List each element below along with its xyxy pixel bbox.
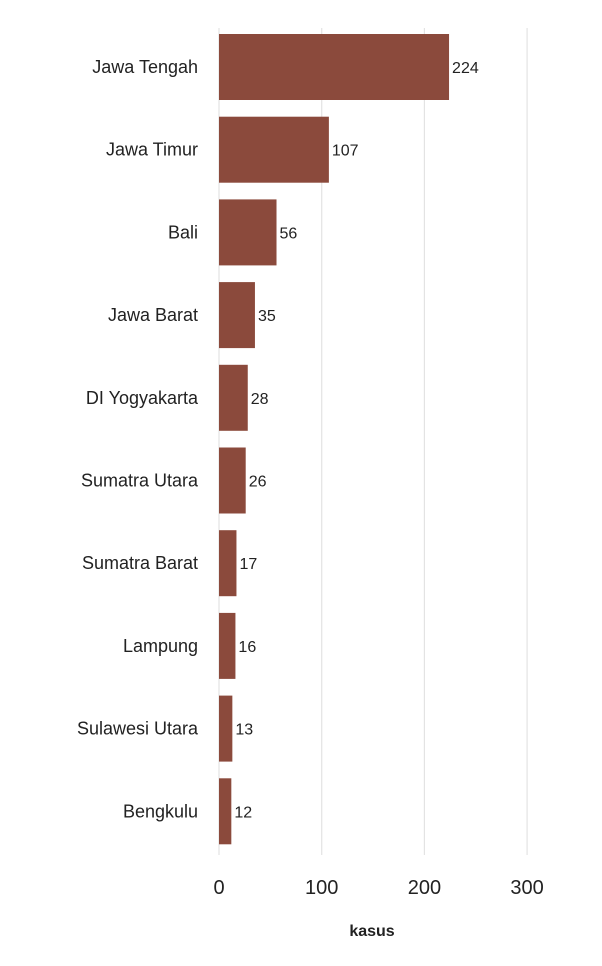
category-label: DI Yogyakarta	[86, 388, 199, 408]
data-label: 13	[235, 722, 253, 739]
bar	[219, 447, 246, 514]
bar	[219, 695, 233, 762]
data-labels: 224 107 56 35 28 26 17 16 13 12	[234, 60, 479, 821]
category-labels: Jawa Tengah Jawa Timur Bali Jawa Barat DI Yo…	[77, 57, 199, 821]
x-tick-label: 100	[305, 877, 338, 899]
data-label: 107	[332, 143, 359, 160]
x-tick-label: 300	[510, 877, 543, 899]
category-label: Lampung	[123, 636, 198, 656]
bar	[219, 282, 255, 349]
bar	[219, 364, 248, 431]
bar	[219, 116, 329, 183]
category-label: Jawa Tengah	[92, 57, 198, 77]
bars	[219, 34, 450, 845]
category-label: Sumatra Barat	[82, 553, 198, 573]
data-label: 17	[239, 556, 257, 573]
category-label: Sulawesi Utara	[77, 719, 199, 739]
x-axis-title: kasus	[349, 923, 394, 940]
category-label: Bali	[168, 222, 198, 242]
data-label: 56	[280, 225, 298, 242]
category-label: Jawa Barat	[108, 305, 198, 325]
bar	[219, 530, 237, 597]
bar	[219, 34, 450, 100]
data-label: 35	[258, 308, 276, 325]
x-tick-label: 0	[213, 877, 224, 899]
data-label: 12	[234, 804, 252, 821]
data-label: 26	[249, 474, 267, 491]
category-label: Bengkulu	[123, 801, 198, 821]
bar	[219, 612, 236, 679]
data-label: 224	[452, 60, 479, 77]
x-tick-label: 200	[408, 877, 441, 899]
data-label: 28	[251, 391, 269, 408]
x-axis-ticks: 0 100 200 300	[213, 877, 543, 899]
bar	[219, 778, 232, 845]
bar	[219, 199, 277, 266]
category-label: Sumatra Utara	[81, 471, 199, 491]
data-label: 16	[238, 639, 256, 656]
category-label: Jawa Timur	[106, 140, 198, 160]
